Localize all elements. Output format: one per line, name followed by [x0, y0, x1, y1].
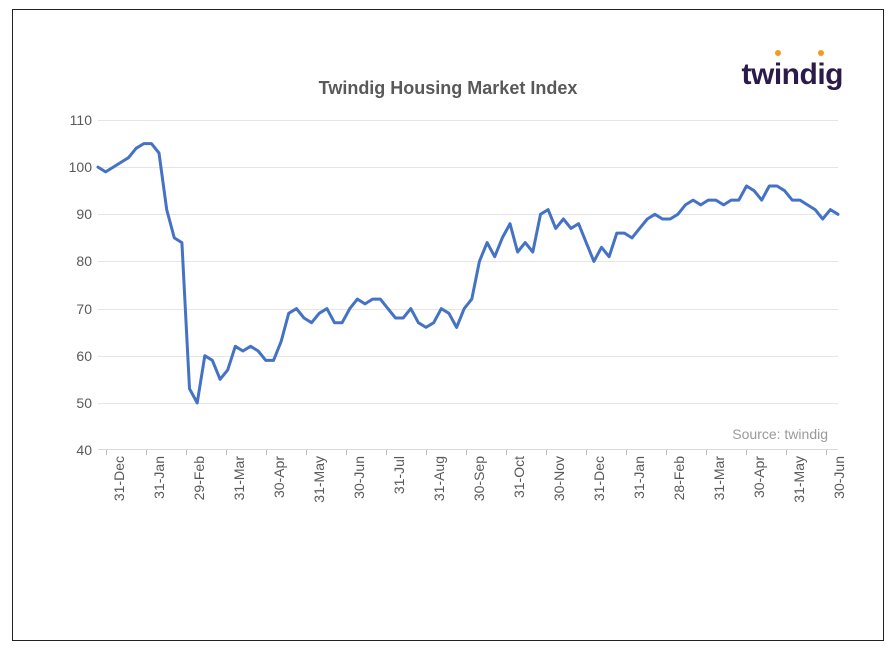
x-tick — [626, 450, 627, 455]
x-tick — [506, 450, 507, 455]
plot-area: 405060708090100110 31-Dec31-Jan29-Feb31-… — [98, 120, 838, 450]
logo-i-accent: i — [774, 58, 782, 91]
x-tick — [266, 450, 267, 455]
x-tick — [586, 450, 587, 455]
y-tick-label: 80 — [76, 253, 92, 269]
y-tick-label: 50 — [76, 395, 92, 411]
x-tick-label: 31-Jul — [391, 456, 407, 494]
x-tick — [426, 450, 427, 455]
logo-text-part1: tw — [742, 58, 774, 91]
x-tick — [666, 450, 667, 455]
x-tick-label: 31-Oct — [511, 456, 527, 498]
source-text: Source: twindig — [732, 426, 828, 442]
x-tick-label: 30-Sep — [471, 456, 487, 501]
x-tick-label: 30-Jun — [351, 456, 367, 499]
y-tick-label: 110 — [70, 112, 92, 128]
x-tick — [746, 450, 747, 455]
x-tick-label: 31-Mar — [231, 456, 247, 500]
x-tick — [826, 450, 827, 455]
x-tick-label: 31-Jan — [151, 456, 167, 499]
x-tick — [306, 450, 307, 455]
y-tick-label: 100 — [69, 159, 92, 175]
brand-logo: twindig — [742, 58, 844, 92]
y-tick-label: 40 — [76, 442, 92, 458]
x-tick-label: 31-May — [791, 456, 807, 503]
x-tick — [346, 450, 347, 455]
x-tick-label: 30-Apr — [751, 456, 767, 498]
x-tick-label: 31-Jan — [631, 456, 647, 499]
logo-text-part2: nd — [782, 58, 818, 91]
x-tick-label: 31-Mar — [711, 456, 727, 500]
x-tick — [106, 450, 107, 455]
x-tick — [786, 450, 787, 455]
x-tick-label: 31-Dec — [111, 456, 127, 501]
x-tick-label: 30-Nov — [551, 456, 567, 501]
x-tick — [386, 450, 387, 455]
x-tick-label: 31-Dec — [591, 456, 607, 501]
x-tick — [706, 450, 707, 455]
x-tick-label: 31-Aug — [431, 456, 447, 501]
x-tick-label: 30-Apr — [271, 456, 287, 498]
y-tick-label: 70 — [76, 301, 92, 317]
logo-i-accent-2: i — [817, 58, 825, 91]
chart-frame: Twindig Housing Market Index twindig 405… — [12, 9, 884, 641]
x-tick-label: 29-Feb — [191, 456, 207, 500]
x-tick-label: 30-Jun — [831, 456, 847, 499]
x-tick — [146, 450, 147, 455]
x-tick-label: 31-May — [311, 456, 327, 503]
x-tick — [226, 450, 227, 455]
y-tick-label: 60 — [76, 348, 92, 364]
x-tick — [186, 450, 187, 455]
line-chart-svg — [98, 120, 838, 450]
x-tick — [466, 450, 467, 455]
x-tick-label: 28-Feb — [671, 456, 687, 500]
y-tick-label: 90 — [76, 206, 92, 222]
x-tick — [546, 450, 547, 455]
y-axis-labels: 405060708090100110 — [58, 120, 92, 450]
logo-text-part3: g — [825, 58, 843, 91]
data-line — [98, 144, 838, 403]
